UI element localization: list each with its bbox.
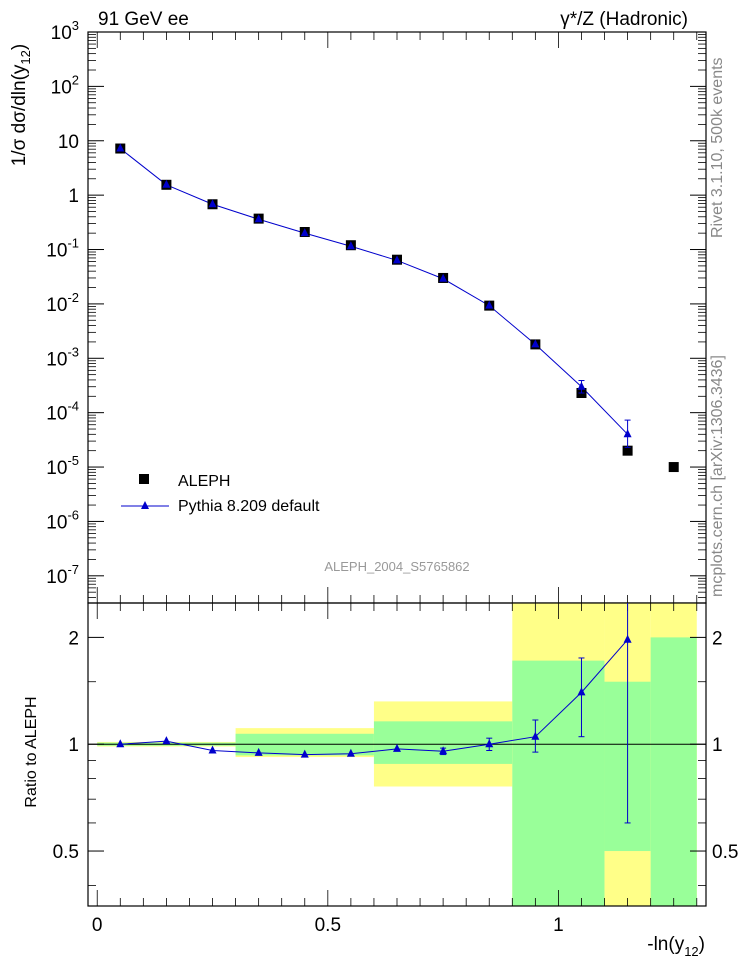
mc-data-point xyxy=(439,273,448,282)
mc-data-point xyxy=(162,179,171,188)
legend-mc-marker xyxy=(141,501,149,509)
ratio-band-inner xyxy=(650,637,697,906)
mc-data-point xyxy=(346,241,355,250)
main-y-tick-label: 10-5 xyxy=(46,453,79,479)
ratio-data-point xyxy=(485,739,494,748)
ratio-y-tick-label: 2 xyxy=(68,628,79,649)
ratio-data-point xyxy=(346,748,355,757)
legend: ALEPH Pythia 8.209 default xyxy=(121,473,320,515)
main-y-tick-label: 10-4 xyxy=(46,399,79,425)
ratio-data-point xyxy=(577,687,586,696)
mc-data-point xyxy=(531,339,540,348)
ratio-data-point xyxy=(439,746,448,755)
legend-data-label: ALEPH xyxy=(178,473,230,490)
ratio-data-point xyxy=(254,747,263,756)
mc-data-point xyxy=(208,199,217,208)
main-y-tick-label: 1 xyxy=(68,186,79,207)
aleph-data-point xyxy=(668,462,679,473)
main-y-tick-label: 10-3 xyxy=(46,344,79,370)
ratio-y-axis: 0.5 0.5 1 1 2 2 xyxy=(53,628,738,886)
ratio-data-point xyxy=(393,743,401,752)
main-y-tick-label: 10-6 xyxy=(46,507,79,533)
header-left-title: 91 GeV ee xyxy=(98,9,189,30)
mc-data-point xyxy=(254,214,263,223)
x-axis-label: -ln(y12) xyxy=(647,934,705,959)
mcplots-label: mcplots.cern.ch [arXiv:1306.3436] xyxy=(709,355,726,597)
main-y-tick-label: 102 xyxy=(51,72,79,98)
mc-data-point xyxy=(485,300,494,309)
ratio-data-point xyxy=(300,749,309,758)
ratio-data-point xyxy=(116,739,125,748)
ratio-y-tick-label: 0.5 xyxy=(53,842,79,863)
ratio-band-inner xyxy=(373,721,513,764)
main-frame xyxy=(87,31,707,604)
mc-data-point xyxy=(300,228,309,237)
ratio-y-tick-label-right: 0.5 xyxy=(712,842,738,863)
main-x-axis xyxy=(96,32,698,603)
ratio-data-point xyxy=(208,745,217,754)
main-y-tick-label: 10-2 xyxy=(46,290,79,316)
ratio-y-tick-label-right: 1 xyxy=(712,735,723,756)
main-y-axis-label: 1/σ dσ/dln(y12) xyxy=(9,44,33,166)
ratio-x-axis: 0 0.5 1 xyxy=(92,603,698,936)
rivet-version-label: Rivet 3.1.10, 500k events xyxy=(709,57,726,238)
ratio-data-point xyxy=(531,731,540,740)
legend-data-marker xyxy=(139,474,149,484)
main-y-tick-label: 10 xyxy=(58,132,79,153)
mc-data-point xyxy=(393,255,401,264)
ratio-data-point xyxy=(623,634,632,643)
mc-data-point xyxy=(577,381,586,390)
ratio-y-axis-label: Ratio to ALEPH xyxy=(23,696,40,807)
ratio-bands xyxy=(97,603,697,906)
ratio-data-layer xyxy=(116,603,632,824)
ratio-y-tick-label-right: 2 xyxy=(712,628,723,649)
legend-mc-label: Pythia 8.209 default xyxy=(178,498,320,515)
ratio-data-point xyxy=(162,736,171,745)
ratio-y-tick-label: 1 xyxy=(68,735,79,756)
main-data-layer xyxy=(115,143,679,473)
mc-data-point xyxy=(623,429,632,438)
mc-line xyxy=(119,148,628,435)
ratio-panel: 0.5 0.51 12 2 0 0.5 1 Ratio to ALEPH -ln(y12) xyxy=(23,602,738,959)
header-right-title: γ*/Z (Hadronic) xyxy=(560,9,688,30)
ratio-band-inner xyxy=(512,660,605,906)
mc-data-point xyxy=(116,143,125,152)
x-tick-label: 0.5 xyxy=(315,915,341,936)
main-y-tick-label: 10-1 xyxy=(46,236,79,262)
x-tick-label: 0 xyxy=(92,915,103,936)
aleph-data-point xyxy=(622,445,633,456)
main-y-tick-label: 10-7 xyxy=(46,562,79,588)
x-tick-label: 1 xyxy=(553,915,564,936)
ratio-mc-line xyxy=(120,639,628,756)
watermark: ALEPH_2004_S5765862 xyxy=(324,559,469,574)
main-y-tick-label: 103 xyxy=(51,18,79,44)
